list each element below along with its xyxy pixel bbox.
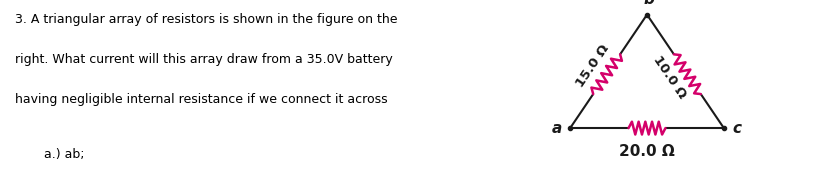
Text: right. What current will this array draw from a 35.0V battery: right. What current will this array draw… (15, 53, 392, 66)
Text: a.) ab;: a.) ab; (44, 148, 84, 161)
Text: a: a (552, 121, 563, 136)
Text: c: c (732, 121, 741, 136)
Text: having negligible internal resistance if we connect it across: having negligible internal resistance if… (15, 93, 387, 106)
Text: 15.0 Ω: 15.0 Ω (573, 42, 612, 89)
Text: 20.0 Ω: 20.0 Ω (619, 144, 675, 159)
Text: 3. A triangular array of resistors is shown in the figure on the: 3. A triangular array of resistors is sh… (15, 13, 397, 26)
Text: b: b (644, 0, 654, 8)
Text: 10.0 Ω: 10.0 Ω (650, 53, 689, 101)
